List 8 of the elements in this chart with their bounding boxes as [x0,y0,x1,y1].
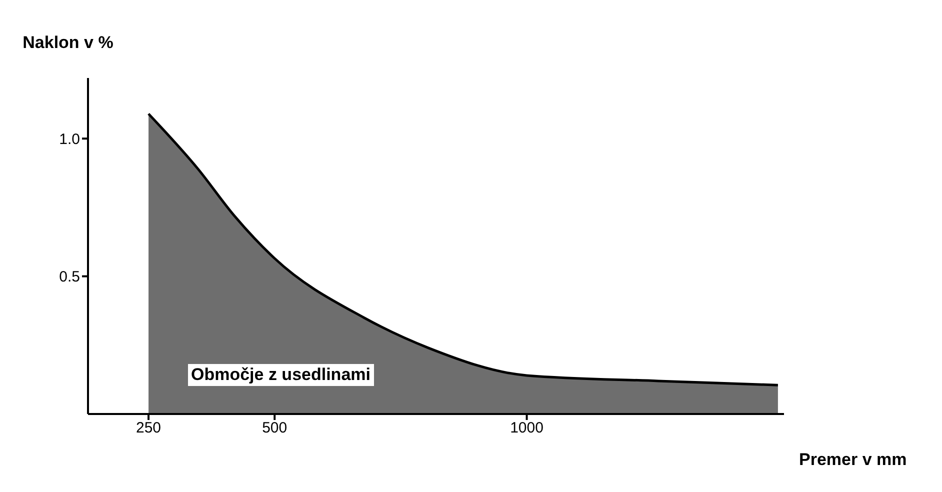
y-axis-title: Naklon v % [22,33,114,52]
x-tick-label: 500 [262,420,288,437]
y-tick-label: 1.0 [59,130,80,148]
x-tick-label: 1000 [510,420,544,437]
x-axis-title: Premer v mm [799,450,907,470]
annotation: Območje z usedlinami [188,364,374,386]
y-tick-label: 0.5 [59,268,80,286]
x-tick-label: 250 [136,420,162,437]
